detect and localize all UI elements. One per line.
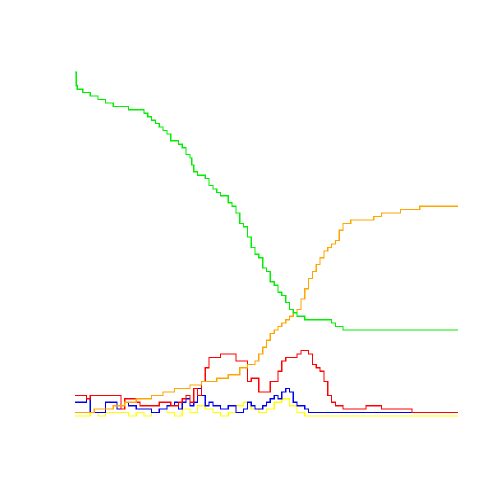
series-line-3 — [75, 350, 458, 414]
series-line-2 — [75, 205, 458, 414]
series-line-4 — [75, 387, 458, 414]
series-line-5 — [75, 398, 458, 417]
series-line-1 — [75, 71, 458, 331]
